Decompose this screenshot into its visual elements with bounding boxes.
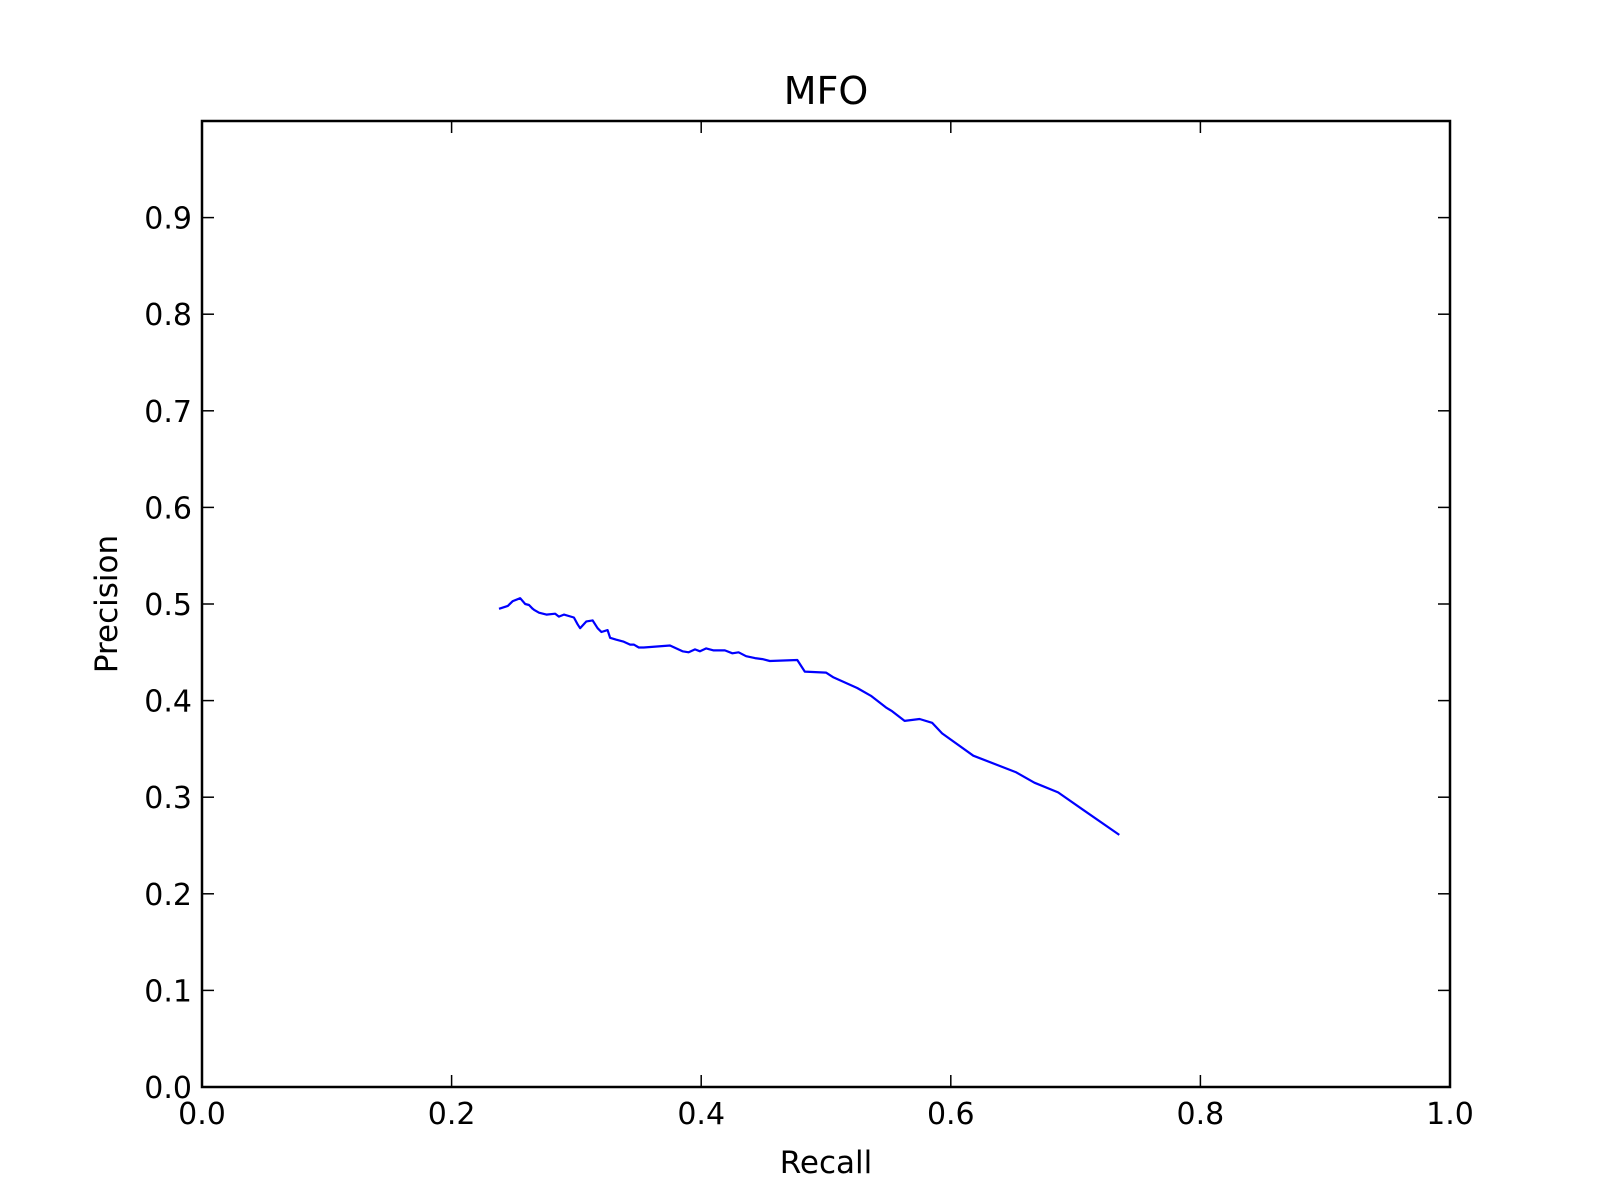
y-tick-label: 0.3 bbox=[144, 781, 192, 816]
y-tick-label: 0.8 bbox=[144, 298, 192, 333]
x-tick-label: 0.2 bbox=[428, 1097, 476, 1132]
x-tick-label: 0.0 bbox=[178, 1097, 226, 1132]
y-tick-label: 0.7 bbox=[144, 395, 192, 430]
y-tick-label: 0.5 bbox=[144, 588, 192, 623]
y-tick-label: 0.2 bbox=[144, 878, 192, 913]
chart-title: MFO bbox=[784, 69, 869, 113]
x-tick-label: 1.0 bbox=[1426, 1097, 1474, 1132]
y-tick-label: 0.1 bbox=[144, 974, 192, 1009]
y-tick-label: 0.0 bbox=[144, 1071, 192, 1106]
y-axis-label: Precision bbox=[89, 535, 125, 673]
plot-area-frame bbox=[200, 119, 1452, 1089]
series-layer bbox=[498, 597, 1120, 836]
y-tick-label: 0.6 bbox=[144, 491, 192, 526]
x-tick-label: 0.6 bbox=[927, 1097, 975, 1132]
y-tick-label: 0.4 bbox=[144, 685, 192, 720]
x-tick-label: 0.4 bbox=[677, 1097, 725, 1132]
y-tick-label: 0.9 bbox=[144, 202, 192, 237]
x-tick-label: 0.8 bbox=[1177, 1097, 1225, 1132]
x-axis-label: Recall bbox=[780, 1145, 873, 1181]
series-line bbox=[498, 597, 1120, 836]
axis-tick-labels: 0.0 0.2 0.4 0.6 0.8 1.0 0.0 0.1 0.2 0.3 0.4 0.5 0.6 0… bbox=[144, 202, 1474, 1132]
